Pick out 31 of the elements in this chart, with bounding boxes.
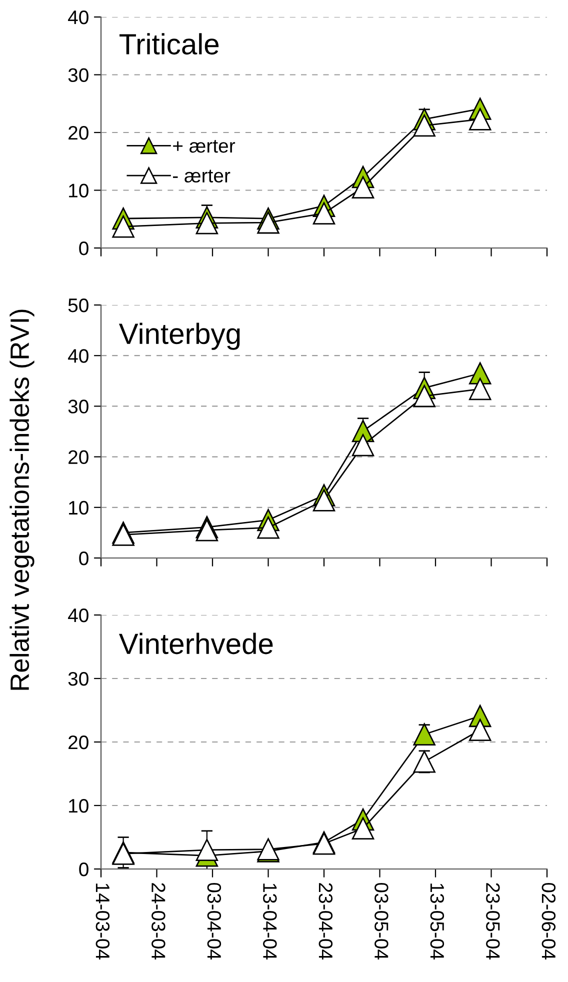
y-tick-label: 40 bbox=[68, 10, 88, 24]
text: Vinterbyg bbox=[118, 322, 240, 350]
y-tick-label: 20 bbox=[68, 735, 88, 750]
x-tick-label: 02-06-04 bbox=[542, 882, 556, 960]
y-axis-title: Relativt vegetations-indeks (RVI) bbox=[10, 310, 34, 690]
y-tick-label: 20 bbox=[68, 126, 88, 140]
y-tick-label: 20 bbox=[68, 450, 88, 464]
legend-label: + ærter bbox=[173, 140, 236, 153]
x-tick-label: 13-04-04 bbox=[263, 884, 277, 960]
chart-title: Vinterhvede bbox=[118, 632, 273, 654]
y-tick-label: 0 bbox=[79, 551, 88, 566]
y-tick-label: 30 bbox=[68, 672, 88, 686]
chart-title: Triticale bbox=[119, 33, 219, 55]
y-tick-label: 40 bbox=[68, 608, 88, 622]
y-tick-label: 0 bbox=[79, 862, 88, 876]
y-tick-label: 40 bbox=[68, 349, 88, 363]
y-tick-label: 10 bbox=[69, 184, 88, 198]
x-tick-label: 23-05-04 bbox=[486, 883, 500, 960]
legend-label: - ærter bbox=[173, 170, 230, 183]
y-tick-label: 0 bbox=[79, 241, 88, 256]
x-tick-label: 14-03-04 bbox=[96, 884, 110, 960]
x-tick-label: 13-05-04 bbox=[430, 884, 444, 960]
y-tick-label: 30 bbox=[68, 68, 88, 82]
y-tick-label: 10 bbox=[69, 798, 88, 813]
x-tick-label: 23-04-04 bbox=[318, 883, 333, 960]
x-tick-label: 03-05-04 bbox=[374, 882, 388, 960]
x-tick-label: 24-03-04 bbox=[152, 883, 166, 960]
x-tick-label: 03-04-04 bbox=[207, 882, 222, 960]
y-tick-label: 30 bbox=[68, 400, 88, 414]
y-tick-label: 10 bbox=[69, 500, 88, 515]
y-tick-label: 50 bbox=[68, 298, 88, 312]
